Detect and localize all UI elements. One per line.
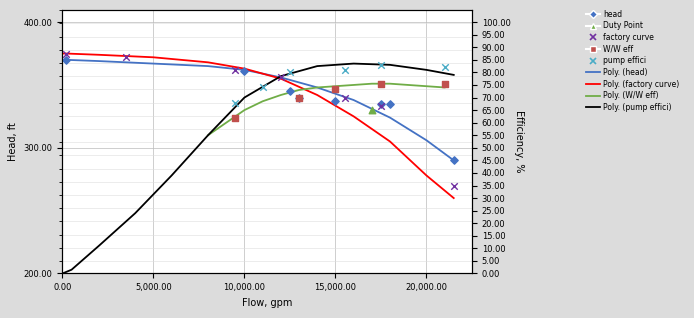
Point <box>285 89 296 94</box>
Point <box>375 101 387 106</box>
Point <box>276 75 287 80</box>
Point <box>230 100 241 105</box>
Point <box>230 67 241 73</box>
Point <box>330 86 341 91</box>
Point <box>384 101 396 106</box>
Point <box>230 115 241 120</box>
Point <box>285 70 296 75</box>
Point <box>60 51 71 56</box>
Point <box>375 104 387 109</box>
Point <box>375 81 387 86</box>
Point <box>330 99 341 104</box>
Point <box>60 57 71 62</box>
Point <box>121 55 132 60</box>
Point <box>439 65 450 70</box>
Point <box>439 81 450 86</box>
Point <box>257 85 268 90</box>
Point <box>339 95 350 100</box>
Point <box>339 67 350 73</box>
Point <box>448 158 459 163</box>
Legend: head, Duty Point, factory curve, W/W eff, pump effici, Poly. (head), Poly. (fact: head, Duty Point, factory curve, W/W eff… <box>585 8 681 114</box>
Point <box>239 69 250 74</box>
Y-axis label: Head, ft: Head, ft <box>8 122 18 161</box>
Y-axis label: Efficiency, %: Efficiency, % <box>514 110 525 173</box>
X-axis label: Flow, gpm: Flow, gpm <box>242 298 292 308</box>
Point <box>366 107 378 113</box>
Point <box>448 183 459 188</box>
Point <box>294 95 305 100</box>
Point <box>375 62 387 67</box>
Point <box>294 95 305 100</box>
